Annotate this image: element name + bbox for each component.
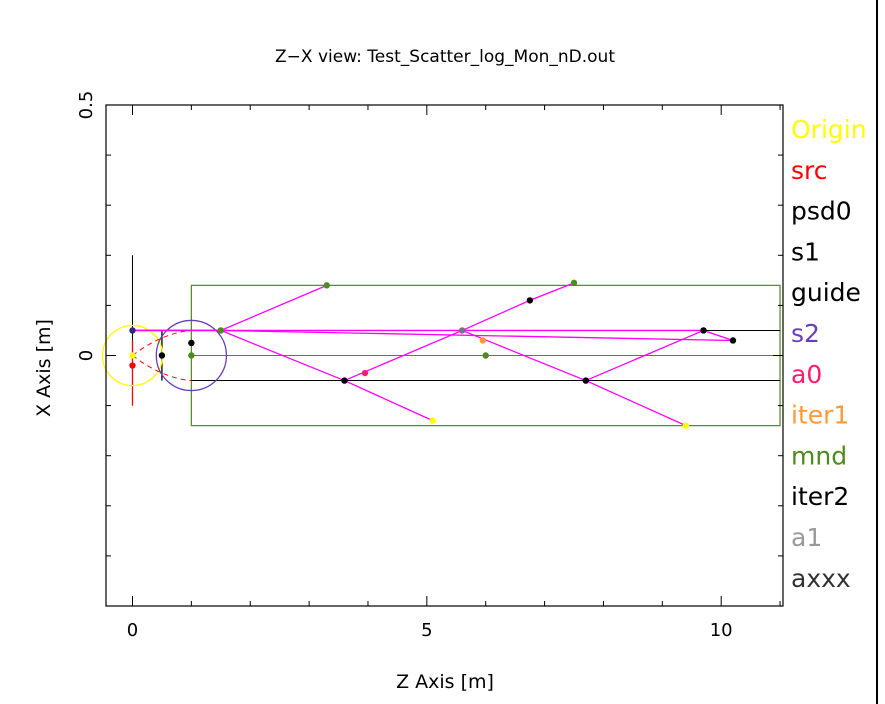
x-tick-label-2: 10 (710, 620, 733, 641)
legend-item-8: mnd (791, 441, 847, 470)
legend-item-0: Origin (791, 115, 867, 144)
x-tick-label-0: 0 (127, 620, 138, 641)
legend-item-4: guide (791, 278, 861, 307)
axes: 0 5 10 0 0.5 (76, 91, 784, 641)
event-point-13 (482, 352, 489, 359)
y-axis-label: X Axis [m] (33, 319, 55, 417)
legend-item-6: a0 (791, 360, 822, 389)
event-point-11 (458, 327, 466, 334)
event-point-19 (729, 337, 737, 344)
trajectory-1 (132, 329, 433, 422)
legend-item-9: iter2 (791, 482, 849, 511)
event-point-7 (323, 282, 330, 289)
y-tick-label-1: 0.5 (76, 91, 97, 120)
legend-item-2: psd0 (791, 197, 852, 226)
legend-item-7: iter1 (791, 401, 849, 430)
trajectory-5 (461, 329, 687, 427)
event-point-14 (526, 297, 534, 304)
trajectory-4 (344, 282, 575, 382)
event-point-1 (129, 362, 136, 369)
x-tick-label-1: 5 (421, 620, 432, 641)
trajectory-3 (220, 329, 733, 342)
legend-item-11: axxx (791, 564, 851, 593)
x-axis-label: Z Axis [m] (396, 671, 494, 693)
event-point-12 (479, 337, 486, 344)
event-point-8 (341, 377, 348, 384)
legend: Origin src psd0 s1 guide s2 a0 iter1 mnd iter2 a1 a… (791, 115, 867, 593)
event-point-5 (188, 352, 195, 359)
legend-item-1: src (791, 156, 828, 185)
s2-circle (155, 319, 228, 392)
event-point-0 (129, 352, 136, 359)
legend-item-3: s1 (791, 237, 820, 266)
event-point-17 (682, 422, 690, 429)
legend-item-5: s2 (791, 319, 820, 348)
neutron-trajectories (132, 282, 734, 427)
event-point-10 (429, 417, 436, 424)
trajectory-6 (585, 329, 704, 382)
chart-title: Z−X view: Test_Scatter_log_Mon_nD.out (275, 47, 615, 67)
event-point-6 (217, 327, 224, 334)
scatter-events (129, 279, 737, 429)
trajectory-0 (132, 284, 328, 332)
event-point-18 (700, 327, 707, 334)
y-tick-label-0: 0 (76, 350, 97, 361)
legend-item-10: a1 (791, 523, 822, 552)
event-point-4 (188, 339, 195, 347)
event-point-3 (158, 352, 166, 359)
event-point-15 (570, 279, 578, 287)
event-point-16 (582, 377, 589, 384)
event-point-9 (361, 369, 369, 377)
event-point-2 (129, 327, 136, 334)
